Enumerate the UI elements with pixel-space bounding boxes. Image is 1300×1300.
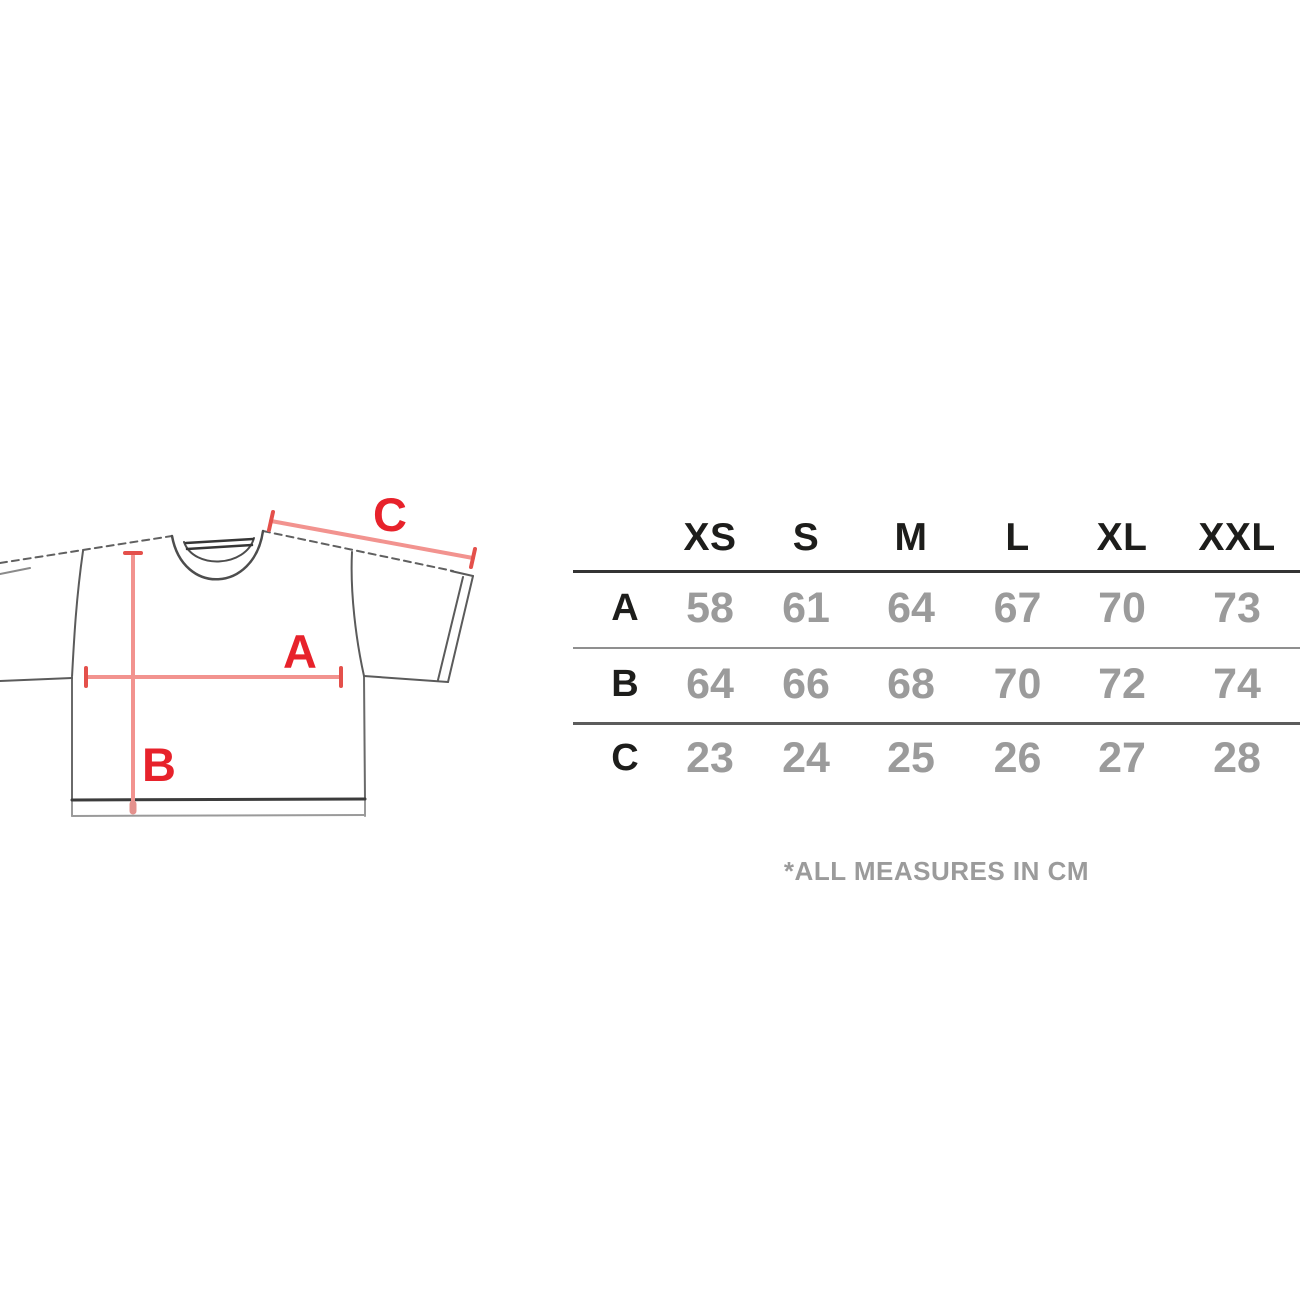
collar-back-line-bottom	[185, 543, 254, 551]
right-sleeve-top-edge	[450, 570, 474, 577]
value-b-m: 68	[887, 660, 935, 708]
value-c-xl: 27	[1098, 734, 1146, 782]
right-cuff-outer-line	[447, 575, 474, 683]
value-a-s: 61	[782, 584, 830, 632]
measure-label-c: C	[373, 488, 407, 541]
value-c-m: 25	[887, 734, 935, 782]
body-right-side-lower	[363, 675, 366, 801]
size-col-header-l: L	[1005, 515, 1030, 559]
table-rule-row-a	[573, 647, 1300, 649]
value-a-xl: 70	[1098, 584, 1146, 632]
value-b-xxl: 74	[1213, 660, 1261, 708]
value-b-xs: 64	[686, 660, 734, 708]
size-col-header-s: S	[792, 515, 820, 559]
shoulder-seam-right-dashed	[262, 530, 454, 572]
value-c-l: 26	[993, 734, 1042, 782]
measure-label-b: B	[142, 738, 176, 791]
value-c-xxl: 28	[1213, 734, 1261, 782]
measure-label-a: A	[283, 625, 317, 678]
measure-line-c	[269, 519, 475, 560]
units-footnote: *ALL MEASURES IN CM	[783, 856, 1090, 886]
collar-back-line-top	[184, 537, 255, 545]
measure-c-tick-left	[267, 510, 275, 532]
value-b-s: 66	[782, 660, 830, 708]
value-a-xs: 58	[686, 584, 734, 632]
table-rule-header	[573, 570, 1300, 573]
size-col-header-xl: XL	[1096, 515, 1148, 559]
value-a-m: 64	[887, 584, 935, 632]
value-a-xxl: 73	[1213, 584, 1261, 632]
row-label-a: A	[611, 587, 639, 629]
body-left-side	[71, 550, 84, 678]
value-b-xl: 72	[1098, 660, 1146, 708]
row-label-c: C	[611, 737, 639, 779]
collar-outer-arc	[170, 529, 265, 581]
hem-stitch-line	[70, 797, 367, 802]
value-c-s: 24	[782, 734, 830, 782]
table-rule-row-b	[573, 722, 1300, 725]
corner-cell	[573, 505, 665, 570]
left-sleeve-underarm	[0, 677, 73, 682]
body-right-side	[350, 551, 365, 677]
hem-bottom-edge	[71, 814, 366, 817]
measure-c-tick-right	[469, 547, 477, 569]
size-col-header-xs: XS	[683, 515, 737, 559]
size-col-header-m: M	[894, 515, 928, 559]
right-sleeve-underarm	[363, 675, 449, 683]
value-c-xs: 23	[686, 734, 734, 782]
size-table: XS S M L XL XXL A 58 61 64 67 70 73 B 64…	[573, 505, 1300, 795]
value-a-l: 67	[993, 584, 1042, 632]
value-b-l: 70	[993, 660, 1042, 708]
size-col-header-xxl: XXL	[1198, 515, 1276, 559]
right-cuff-inner-line	[437, 576, 464, 681]
shoulder-seam-left-dashed	[0, 535, 173, 564]
row-label-b: B	[611, 663, 639, 705]
left-sleeve-edge-stub	[0, 567, 31, 575]
